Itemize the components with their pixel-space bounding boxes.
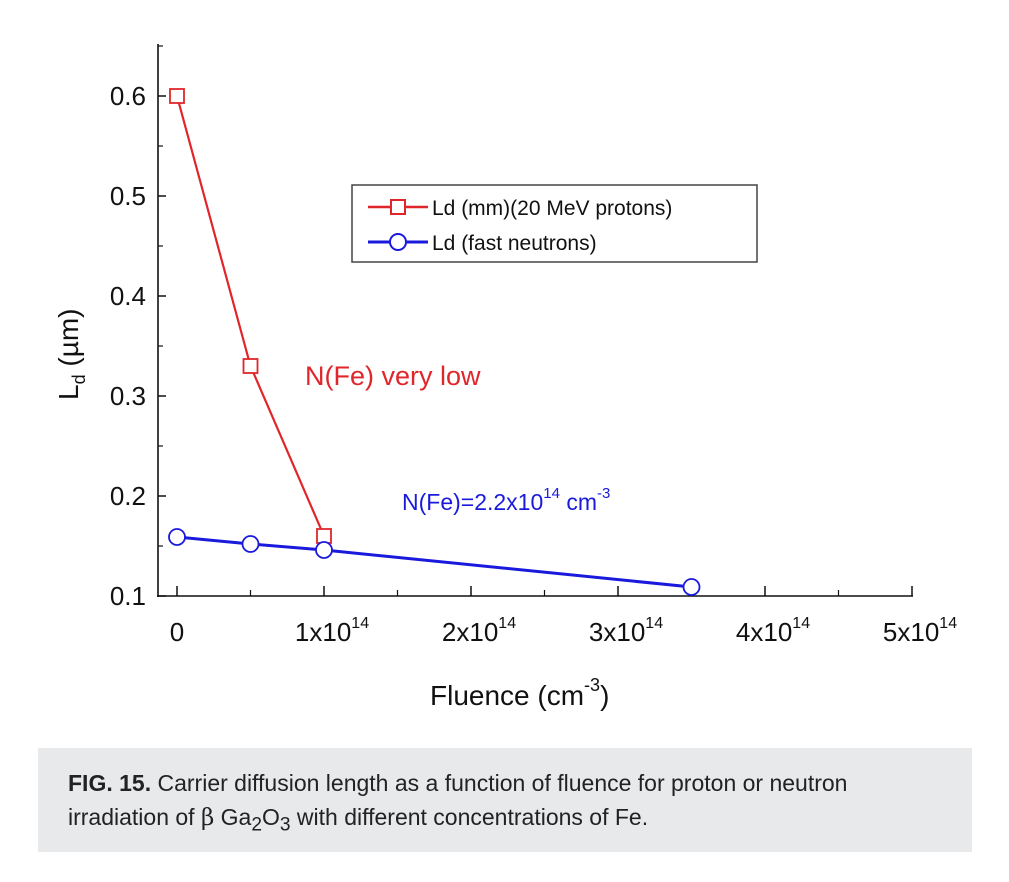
chart: 0.1 0.2 0.3 0.4 0.5 0.6 0 1x1014 2x1014 3x1014 4x1… <box>53 44 957 711</box>
y-axis-title: Ld (µm) <box>53 309 89 400</box>
x-tick-label: 0 <box>170 617 184 647</box>
annotation-fe-concentration: N(Fe)=2.2x1014 cm-3 <box>402 485 610 515</box>
y-tick-label: 0.2 <box>110 481 146 511</box>
data-point-neutrons <box>315 541 333 559</box>
data-point-neutrons <box>168 528 186 546</box>
data-point-neutrons <box>682 578 701 596</box>
x-tick-label: 1x1014 <box>295 615 369 647</box>
annotation-fe-very-low: N(Fe) very low <box>305 361 481 391</box>
y-tick-label: 0.3 <box>110 381 146 411</box>
data-point-protons <box>242 358 259 374</box>
data-point-neutrons <box>241 535 260 553</box>
legend-label-protons: Ld (mm)(20 MeV protons) <box>432 197 672 220</box>
ticks: 0.1 0.2 0.3 0.4 0.5 0.6 0 1x1014 2x1014 3x1014 4x1… <box>110 45 957 647</box>
caption-text-end: with different concentrations of Fe. <box>290 804 649 830</box>
series-line-neutrons <box>176 535 692 589</box>
x-tick-label: 3x1014 <box>589 615 663 647</box>
x-tick-label: 5x1014 <box>883 615 957 647</box>
legend-marker-circle <box>389 233 407 251</box>
legend-box <box>351 184 758 263</box>
data-point-protons <box>316 528 332 544</box>
series-markers <box>168 88 701 596</box>
caption-ga: Ga <box>214 804 252 830</box>
y-tick-label: 0.6 <box>110 81 146 111</box>
figure-caption: FIG. 15. Carrier diffusion length as a f… <box>38 748 972 852</box>
caption-sub-2: 2 <box>251 814 262 836</box>
x-axis-title: Fluence (cm-3) <box>430 675 609 711</box>
caption-label: FIG. 15. <box>68 770 152 796</box>
caption-sub-3: 3 <box>279 814 291 836</box>
x-tick-label: 2x1014 <box>442 615 516 647</box>
caption-beta-symbol: β <box>200 805 215 831</box>
x-tick-label: 4x1014 <box>736 615 810 647</box>
legend: Ld (mm)(20 MeV protons) Ld (fast neutron… <box>351 184 758 263</box>
axes <box>157 44 913 597</box>
legend-label-neutrons: Ld (fast neutrons) <box>432 232 597 255</box>
caption-o: O <box>262 804 280 830</box>
legend-marker-square <box>390 199 406 215</box>
y-tick-label: 0.4 <box>110 281 146 311</box>
caption-text: Carrier diffusion length as a function o… <box>68 770 848 830</box>
y-tick-label: 0.1 <box>110 581 146 611</box>
y-tick-label: 0.5 <box>110 181 146 211</box>
data-point-protons <box>169 88 185 104</box>
series-line-protons <box>175 95 326 537</box>
